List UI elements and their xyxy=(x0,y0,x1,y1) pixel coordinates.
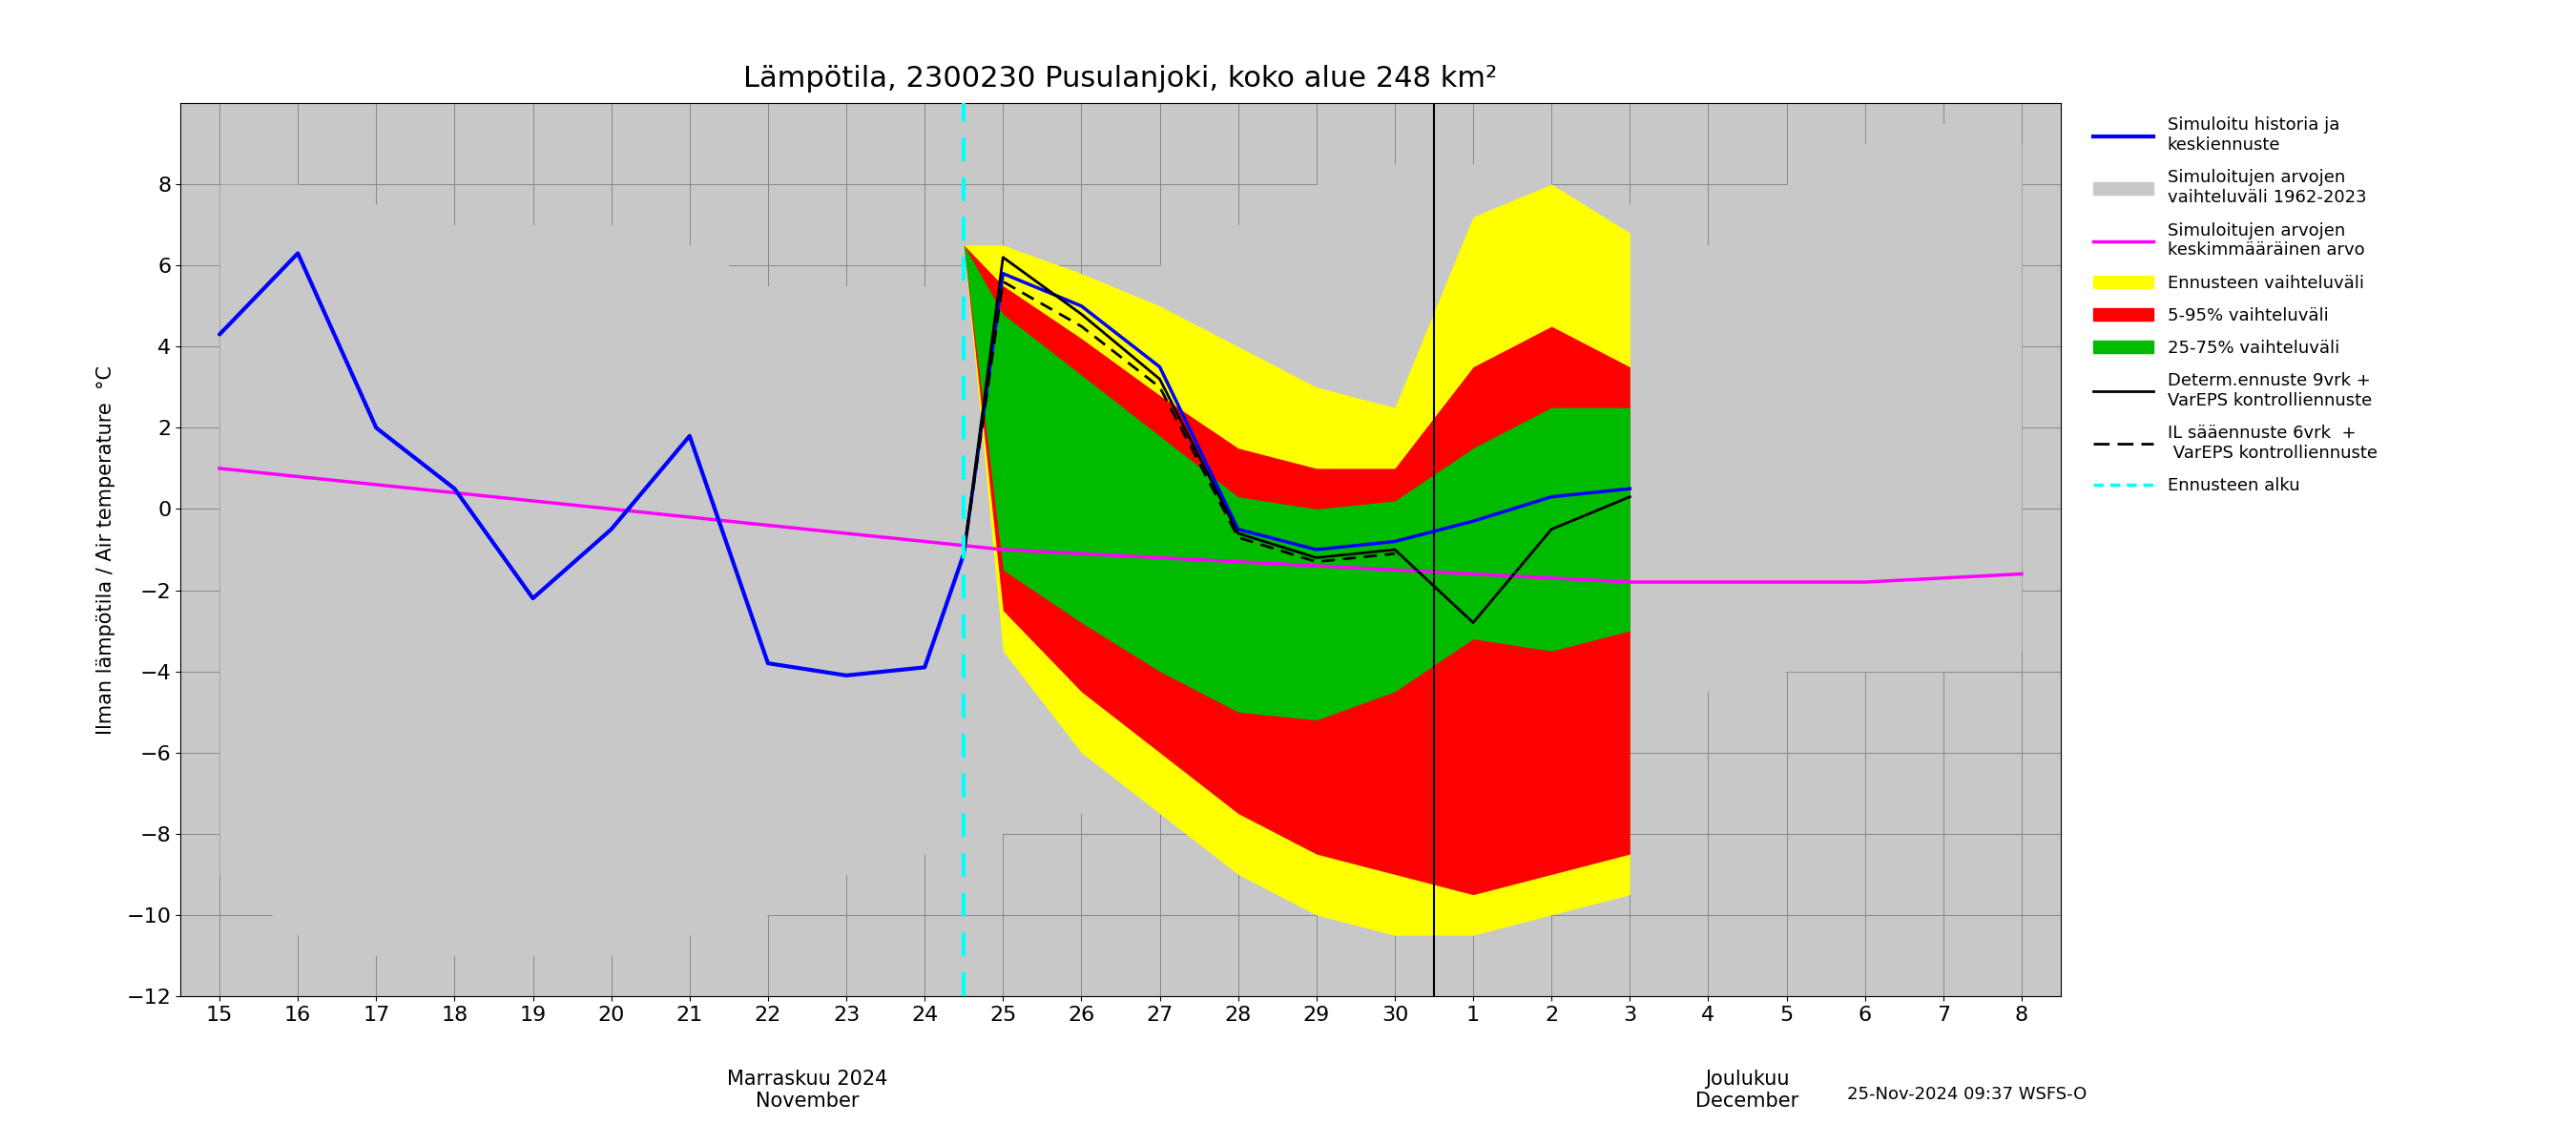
Legend: Simuloitu historia ja
keskiennuste, Simuloitujen arvojen
vaihteluväli 1962-2023,: Simuloitu historia ja keskiennuste, Simu… xyxy=(2089,112,2383,500)
Text: 25-Nov-2024 09:37 WSFS-O: 25-Nov-2024 09:37 WSFS-O xyxy=(1847,1085,2087,1103)
Title: Lämpötila, 2300230 Pusulanjoki, koko alue 248 km²: Lämpötila, 2300230 Pusulanjoki, koko alu… xyxy=(744,65,1497,93)
Text: Marraskuu 2024
November: Marraskuu 2024 November xyxy=(726,1069,889,1111)
Text: Joulukuu
December: Joulukuu December xyxy=(1695,1069,1798,1111)
Y-axis label: Ilman lämpötila / Air temperature  °C: Ilman lämpötila / Air temperature °C xyxy=(95,365,116,734)
